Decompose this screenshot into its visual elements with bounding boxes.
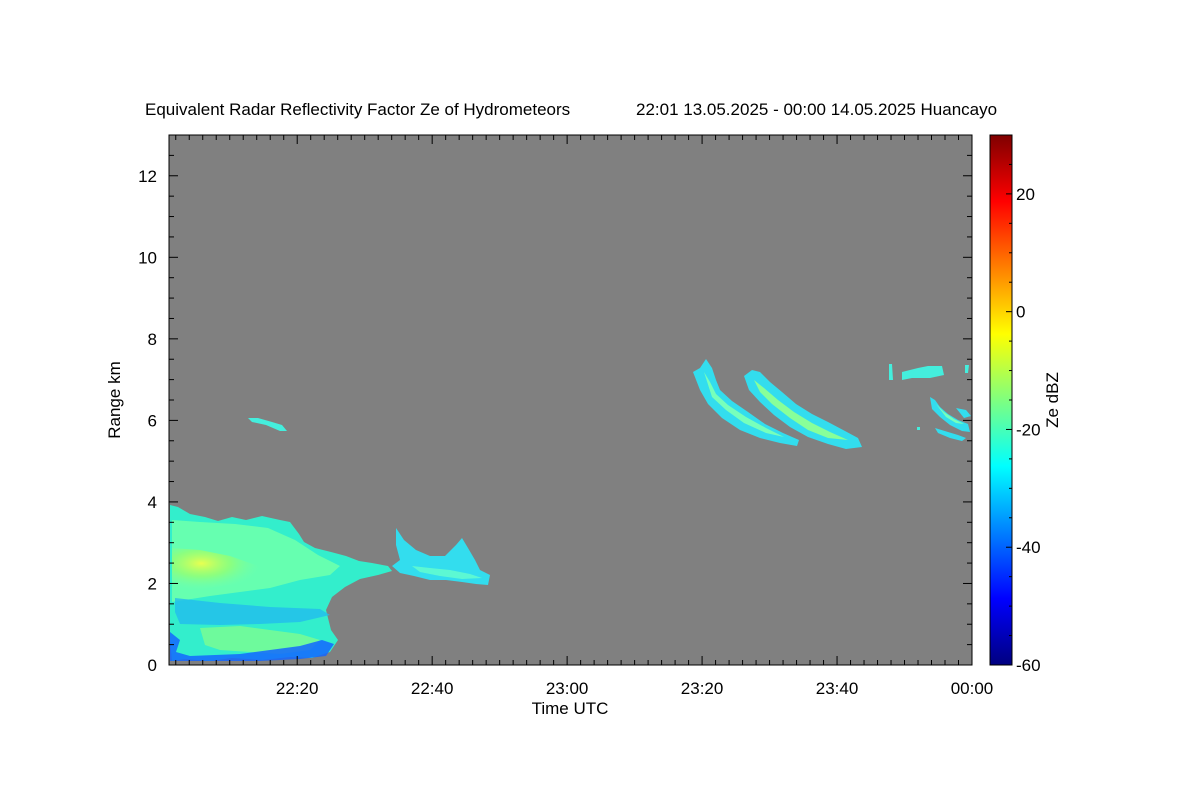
colorbar-tick-label: -60: [1016, 656, 1041, 675]
echo-trailing-layer: [392, 528, 490, 585]
x-axis: 22:20 22:40 23:00 23:20 23:40 00:00: [175, 135, 994, 698]
colorbar-tick-label: -40: [1016, 538, 1041, 557]
echo-fall-streak-1: [693, 359, 799, 446]
y-tick-label: 8: [148, 330, 157, 349]
y-tick-label: 0: [148, 656, 157, 675]
y-tick-label: 2: [148, 574, 157, 593]
colorbar-axis: -60 -40 -20 0 20: [1006, 134, 1041, 675]
echo-fall-streak-2: [744, 370, 862, 449]
echo-layer: [170, 359, 971, 661]
echo-upper-patch-b: [902, 366, 944, 380]
echo-fall-streak-3-top: [956, 408, 971, 418]
x-tick-label: 23:00: [546, 679, 589, 698]
x-tick-label: 22:40: [411, 679, 454, 698]
x-tick-label: 23:40: [816, 679, 859, 698]
echo-low-edge-dark: [170, 632, 334, 661]
y-axis-label: Range km: [105, 361, 124, 438]
echo-upper-patch-c: [965, 365, 969, 373]
x-tick-label: 22:20: [276, 679, 319, 698]
colorbar-tick-label: -20: [1016, 420, 1041, 439]
y-axis: 0 2 4 6 8 10 12: [138, 134, 972, 675]
echo-trailing-inner: [412, 566, 482, 579]
y-tick-label: 10: [138, 248, 157, 267]
y-tick-label: 12: [138, 167, 157, 186]
chart-title: Equivalent Radar Reflectivity Factor Ze …: [145, 100, 570, 119]
echo-speck: [917, 427, 920, 430]
colorbar-tick-label: 0: [1016, 303, 1025, 322]
y-tick-label: 6: [148, 411, 157, 430]
echo-low-core: [172, 548, 270, 592]
x-axis-label: Time UTC: [532, 699, 609, 718]
y-tick-label: 4: [148, 493, 157, 512]
colorbar: [989, 134, 1013, 666]
colorbar-label: Ze dBZ: [1043, 372, 1062, 428]
chart-subtitle: 22:01 13.05.2025 - 00:00 14.05.2025 Huan…: [636, 100, 997, 119]
echo-low-base-green: [200, 626, 320, 654]
x-tick-label: 00:00: [951, 679, 994, 698]
x-tick-label: 23:20: [681, 679, 724, 698]
echo-fall-streak-3-tail: [935, 428, 966, 441]
echo-low-mid-blue: [175, 598, 330, 625]
colorbar-tick-label: 20: [1016, 185, 1035, 204]
echo-thin-layer: [248, 418, 287, 431]
echo-upper-patch-a: [889, 364, 893, 380]
